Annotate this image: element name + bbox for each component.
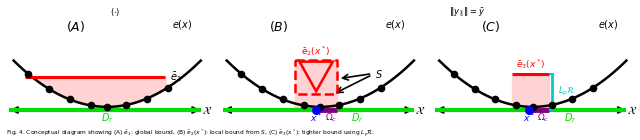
Text: $D_r$: $D_r$ xyxy=(351,111,364,125)
Text: $\|y_{\parallel}\| = \bar{y}$: $\|y_{\parallel}\| = \bar{y}$ xyxy=(449,6,485,19)
Text: $(B)$: $(B)$ xyxy=(269,19,289,34)
Text: $e(x)$: $e(x)$ xyxy=(598,18,618,31)
Text: $x^*$: $x^*$ xyxy=(522,112,535,124)
Text: $S$: $S$ xyxy=(374,68,383,80)
Text: $(C)$: $(C)$ xyxy=(481,19,501,34)
Text: $D_r$: $D_r$ xyxy=(101,111,113,125)
Text: $x^*$: $x^*$ xyxy=(310,112,323,124)
Text: $\bar{e}_3(x^*)$: $\bar{e}_3(x^*)$ xyxy=(516,57,545,71)
Text: Fig. 4. Conceptual diagram showing (A) $\bar{e}_1$: global bound, (B) $\bar{e}_2: Fig. 4. Conceptual diagram showing (A) $… xyxy=(6,127,376,139)
Text: $e(x)$: $e(x)$ xyxy=(385,18,406,31)
Text: $e(x)$: $e(x)$ xyxy=(172,18,193,31)
Text: $\bar{e}_2(x^*)$: $\bar{e}_2(x^*)$ xyxy=(301,44,331,58)
Text: $\mathcal{X}$: $\mathcal{X}$ xyxy=(202,104,212,116)
Text: $\Omega_c$: $\Omega_c$ xyxy=(324,112,337,124)
Text: $D_r$: $D_r$ xyxy=(564,111,577,125)
Text: $L_p\mathcal{R}$: $L_p\mathcal{R}$ xyxy=(558,85,575,98)
Text: $\Omega_c$: $\Omega_c$ xyxy=(537,112,549,124)
Text: $\mathcal{X}$: $\mathcal{X}$ xyxy=(415,104,425,116)
Text: $(\cdot)$: $(\cdot)$ xyxy=(110,6,120,18)
Text: $(A)$: $(A)$ xyxy=(67,19,86,34)
Text: $\mathcal{X}$: $\mathcal{X}$ xyxy=(627,104,637,116)
Text: $\bar{e}_1$: $\bar{e}_1$ xyxy=(170,70,181,84)
